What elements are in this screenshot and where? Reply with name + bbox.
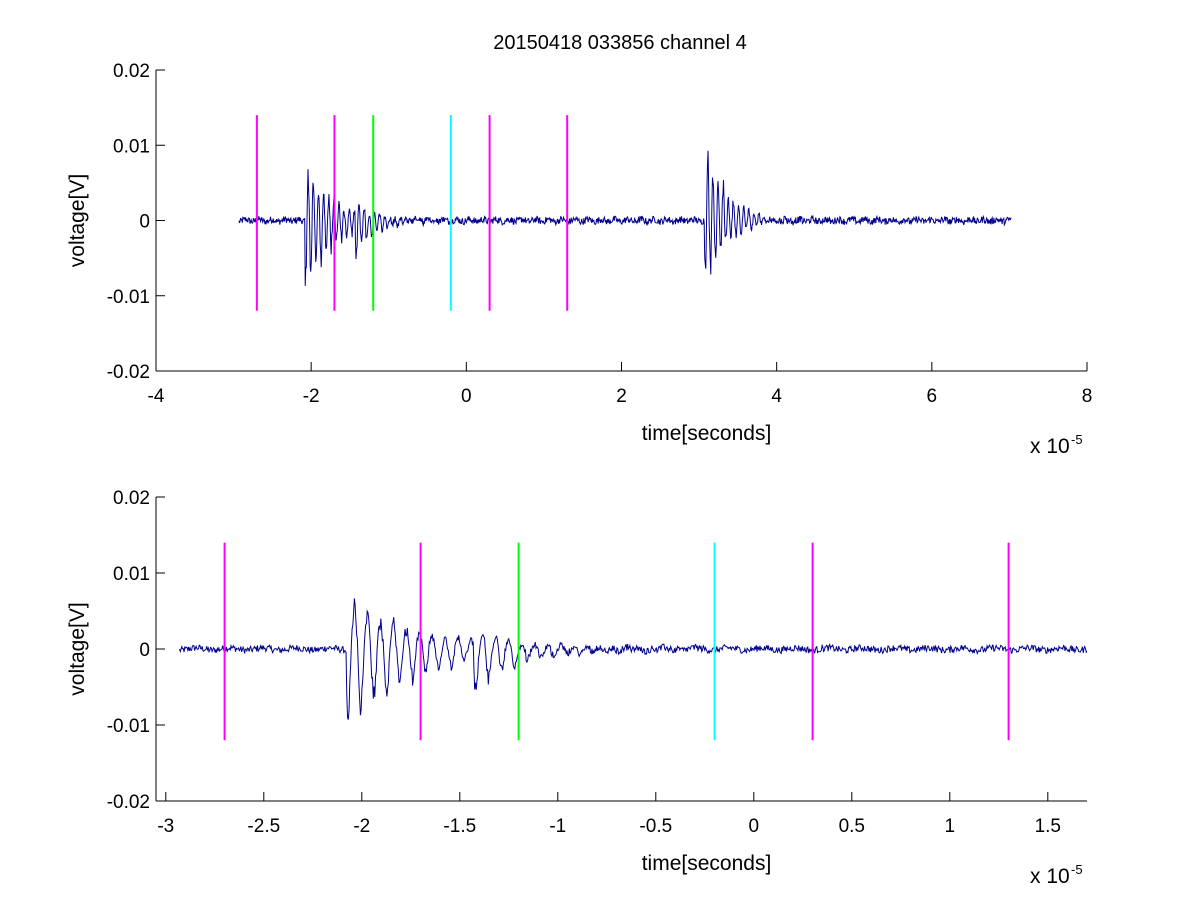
x-tick-label: -1.5 bbox=[443, 816, 476, 837]
top-plot: -4 -2 0 2 4 6 8 0.02 0.01 0 -0.01 -0.02 time[seconds… bbox=[66, 61, 1092, 458]
x-tick-label: 0 bbox=[749, 816, 760, 837]
x-tick-label: -4 bbox=[148, 386, 165, 407]
bottom-plot: -3 -2.5 -2 -1.5 -1 -0.5 0 0.5 1 1.5 0.02 0.01 0 -0.01… bbox=[66, 488, 1087, 888]
y-tick-label: 0 bbox=[139, 640, 150, 661]
y-tick-label: -0.01 bbox=[107, 287, 150, 308]
figure-title: 20150418 033856 channel 4 bbox=[493, 32, 747, 54]
x-axis-label: time[seconds] bbox=[642, 422, 772, 445]
x-tick-label: 1.5 bbox=[1035, 816, 1061, 837]
x-tick-label: -2 bbox=[303, 386, 320, 407]
x-tick-label: 2 bbox=[616, 386, 627, 407]
x-tick-label: -2.5 bbox=[247, 816, 280, 837]
x-tick-label: -2 bbox=[353, 816, 370, 837]
y-tick-label: -0.02 bbox=[107, 792, 150, 813]
y-axis-label: voltage[V] bbox=[66, 174, 89, 267]
x-axis-label: time[seconds] bbox=[642, 852, 772, 875]
x-tick-label: -3 bbox=[157, 816, 174, 837]
x-tick-label: -1 bbox=[549, 816, 566, 837]
y-tick-label: 0.02 bbox=[113, 488, 150, 509]
y-tick-label: 0.01 bbox=[113, 564, 150, 585]
x-tick-label: 1 bbox=[945, 816, 956, 837]
x-tick-label: 4 bbox=[771, 386, 782, 407]
x-exponent-label: x 10 bbox=[1030, 435, 1070, 458]
y-tick-label: -0.01 bbox=[107, 716, 150, 737]
signal-trace bbox=[238, 150, 1012, 286]
y-tick-label: 0.02 bbox=[113, 61, 150, 82]
y-tick-label: 0 bbox=[139, 212, 150, 233]
y-axis-label: voltage[V] bbox=[66, 602, 89, 695]
x-tick-label: 0.5 bbox=[839, 816, 865, 837]
x-tick-label: 8 bbox=[1082, 386, 1093, 407]
signal-trace bbox=[179, 598, 1087, 720]
y-tick-label: -0.02 bbox=[107, 362, 150, 383]
x-tick-label: 6 bbox=[927, 386, 938, 407]
x-tick-label: 0 bbox=[461, 386, 472, 407]
x-exponent-value: -5 bbox=[1071, 862, 1083, 877]
x-exponent-value: -5 bbox=[1071, 432, 1083, 447]
y-tick-label: 0.01 bbox=[113, 136, 150, 157]
x-exponent-label: x 10 bbox=[1030, 865, 1070, 888]
x-tick-label: -0.5 bbox=[639, 816, 672, 837]
